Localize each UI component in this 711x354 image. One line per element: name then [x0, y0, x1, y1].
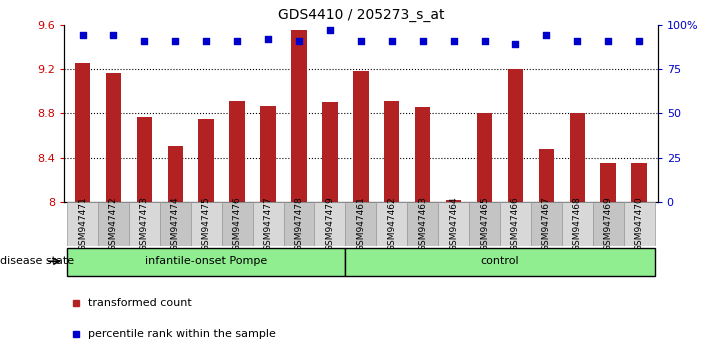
- Text: transformed count: transformed count: [88, 298, 192, 308]
- Point: [540, 33, 552, 38]
- Text: GSM947475: GSM947475: [202, 196, 210, 251]
- Point: [262, 36, 274, 42]
- FancyBboxPatch shape: [469, 202, 500, 246]
- Point: [77, 33, 88, 38]
- Bar: [353, 71, 368, 202]
- FancyBboxPatch shape: [346, 202, 376, 246]
- Text: GSM947470: GSM947470: [635, 196, 643, 251]
- Text: GSM947472: GSM947472: [109, 196, 118, 251]
- Text: GSM947461: GSM947461: [356, 196, 365, 251]
- Bar: [260, 105, 276, 202]
- Text: GSM947464: GSM947464: [449, 196, 458, 251]
- FancyBboxPatch shape: [314, 202, 346, 246]
- FancyBboxPatch shape: [191, 202, 222, 246]
- Text: GSM947471: GSM947471: [78, 196, 87, 251]
- Text: GSM947466: GSM947466: [511, 196, 520, 251]
- Text: GSM947463: GSM947463: [418, 196, 427, 251]
- Point: [602, 38, 614, 44]
- FancyBboxPatch shape: [160, 202, 191, 246]
- Text: GSM947473: GSM947473: [140, 196, 149, 251]
- Bar: [601, 163, 616, 202]
- Bar: [322, 102, 338, 202]
- Text: disease state: disease state: [0, 256, 74, 266]
- FancyBboxPatch shape: [222, 202, 252, 246]
- Text: GSM947467: GSM947467: [542, 196, 551, 251]
- Bar: [75, 63, 90, 202]
- Point: [201, 38, 212, 44]
- Point: [294, 38, 305, 44]
- Bar: [230, 101, 245, 202]
- Text: GSM947478: GSM947478: [294, 196, 304, 251]
- FancyBboxPatch shape: [624, 202, 655, 246]
- FancyBboxPatch shape: [562, 202, 593, 246]
- Text: infantile-onset Pompe: infantile-onset Pompe: [145, 256, 267, 266]
- Point: [448, 38, 459, 44]
- Text: GSM947468: GSM947468: [573, 196, 582, 251]
- Point: [108, 33, 119, 38]
- Text: GSM947465: GSM947465: [480, 196, 489, 251]
- Bar: [198, 119, 214, 202]
- Bar: [570, 113, 585, 202]
- Bar: [415, 107, 430, 202]
- Bar: [292, 30, 306, 202]
- Bar: [106, 73, 121, 202]
- Bar: [508, 69, 523, 202]
- Bar: [477, 113, 492, 202]
- Text: GSM947477: GSM947477: [264, 196, 272, 251]
- Bar: [137, 116, 152, 202]
- Bar: [539, 149, 554, 202]
- Text: percentile rank within the sample: percentile rank within the sample: [88, 329, 276, 339]
- Point: [386, 38, 397, 44]
- Point: [324, 27, 336, 33]
- Point: [634, 38, 645, 44]
- Text: GSM947469: GSM947469: [604, 196, 613, 251]
- Point: [510, 41, 521, 47]
- FancyBboxPatch shape: [376, 202, 407, 246]
- Title: GDS4410 / 205273_s_at: GDS4410 / 205273_s_at: [277, 8, 444, 22]
- FancyBboxPatch shape: [67, 248, 346, 276]
- Bar: [631, 163, 647, 202]
- Point: [355, 38, 367, 44]
- Point: [232, 38, 243, 44]
- FancyBboxPatch shape: [129, 202, 160, 246]
- Text: control: control: [481, 256, 519, 266]
- FancyBboxPatch shape: [500, 202, 531, 246]
- FancyBboxPatch shape: [346, 248, 655, 276]
- Point: [417, 38, 428, 44]
- Bar: [168, 147, 183, 202]
- Point: [170, 38, 181, 44]
- Bar: [446, 200, 461, 202]
- FancyBboxPatch shape: [67, 202, 98, 246]
- FancyBboxPatch shape: [252, 202, 284, 246]
- FancyBboxPatch shape: [531, 202, 562, 246]
- Text: GSM947462: GSM947462: [387, 196, 396, 251]
- Text: GSM947474: GSM947474: [171, 196, 180, 251]
- FancyBboxPatch shape: [98, 202, 129, 246]
- Text: GSM947479: GSM947479: [326, 196, 334, 251]
- FancyBboxPatch shape: [407, 202, 438, 246]
- Bar: [384, 101, 400, 202]
- FancyBboxPatch shape: [284, 202, 314, 246]
- FancyBboxPatch shape: [438, 202, 469, 246]
- Text: GSM947476: GSM947476: [232, 196, 242, 251]
- Point: [572, 38, 583, 44]
- FancyBboxPatch shape: [593, 202, 624, 246]
- Point: [479, 38, 490, 44]
- Point: [139, 38, 150, 44]
